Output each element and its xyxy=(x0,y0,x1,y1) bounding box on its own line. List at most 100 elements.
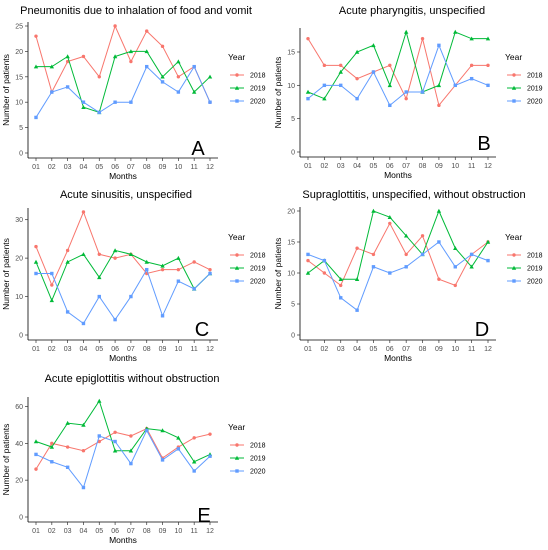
y-tick-label: 0 xyxy=(291,333,295,340)
chart-title: Supraglottitis, unspecified, without obs… xyxy=(302,189,525,201)
data-point xyxy=(112,54,118,59)
data-point xyxy=(176,435,181,440)
y-tick-label: 60 xyxy=(15,404,23,411)
data-point xyxy=(355,308,359,312)
legend-marker xyxy=(512,279,516,283)
data-point xyxy=(160,458,165,462)
y-tick-label: 10 xyxy=(287,271,295,278)
data-point xyxy=(322,258,327,263)
legend-marker xyxy=(512,73,516,77)
legend-label: 2018 xyxy=(250,73,266,80)
x-tick-label: 08 xyxy=(143,164,151,171)
data-point xyxy=(371,208,376,213)
y-tick-label: 5 xyxy=(291,116,295,123)
x-tick-label: 03 xyxy=(64,164,72,171)
x-tick-label: 10 xyxy=(451,163,459,170)
data-point xyxy=(144,259,149,264)
data-point xyxy=(339,283,343,288)
x-tick-label: 01 xyxy=(304,346,312,353)
legend-label: 2020 xyxy=(527,279,543,286)
data-point xyxy=(97,294,101,299)
data-point xyxy=(176,447,181,451)
x-tick-label: 09 xyxy=(435,163,443,170)
data-point xyxy=(160,44,165,49)
data-point xyxy=(145,428,149,433)
data-point xyxy=(113,100,117,104)
panel-letter: C xyxy=(195,319,209,341)
data-point xyxy=(129,294,133,299)
series-line-2018 xyxy=(35,24,211,103)
data-point xyxy=(403,29,409,34)
data-point xyxy=(388,103,392,108)
x-axis-label: Months xyxy=(384,170,412,180)
data-point xyxy=(371,70,376,74)
y-tick-label: 25 xyxy=(15,24,23,31)
data-point xyxy=(49,298,55,303)
x-tick-label: 02 xyxy=(320,346,328,353)
data-point xyxy=(453,83,457,88)
chart-title: Acute epiglottitis without obstruction xyxy=(45,373,220,385)
y-tick-label: 10 xyxy=(15,294,23,301)
data-point xyxy=(404,90,408,94)
legend-label: 2020 xyxy=(250,469,266,476)
y-tick-label: 40 xyxy=(15,441,23,448)
data-point xyxy=(339,296,343,300)
data-point xyxy=(437,103,441,108)
legend-label: 2018 xyxy=(527,73,543,80)
x-tick-label: 06 xyxy=(111,346,119,353)
y-axis-label: Number of patients xyxy=(273,238,283,310)
series-line-2019 xyxy=(36,50,211,113)
data-point xyxy=(97,434,101,438)
x-tick-label: 06 xyxy=(386,163,394,170)
x-tick-label: 01 xyxy=(32,346,40,353)
x-tick-label: 02 xyxy=(320,163,328,170)
data-point xyxy=(129,434,133,438)
x-tick-label: 01 xyxy=(32,528,40,535)
y-axis-label: Number of patients xyxy=(1,238,11,310)
x-tick-label: 11 xyxy=(468,346,475,353)
x-axis-label: Months xyxy=(109,171,137,181)
data-point xyxy=(34,115,38,120)
chart-panel-a: Pneumonitis due to inhalation of food an… xyxy=(1,5,266,181)
data-point xyxy=(192,436,196,440)
series-line-2018 xyxy=(307,222,489,287)
y-tick-label: 20 xyxy=(15,478,23,485)
chart-title: Pneumonitis due to inhalation of food an… xyxy=(20,5,252,17)
legend-title: Year xyxy=(228,232,245,242)
data-point xyxy=(485,239,491,244)
legend: Year 2018 2019 2020 xyxy=(228,422,266,476)
data-point xyxy=(128,49,134,54)
x-tick-label: 02 xyxy=(48,346,56,353)
data-point xyxy=(486,83,490,88)
legend-label: 2020 xyxy=(527,99,543,106)
series-2018 xyxy=(34,210,212,287)
data-point xyxy=(160,263,165,268)
data-point xyxy=(192,260,196,264)
data-point xyxy=(160,428,165,433)
data-point xyxy=(453,265,457,269)
data-point xyxy=(355,76,359,81)
series-2020 xyxy=(34,428,212,490)
data-point xyxy=(192,64,196,69)
data-point xyxy=(208,432,212,436)
data-point xyxy=(49,444,55,449)
data-point xyxy=(33,64,39,69)
x-tick-label: 06 xyxy=(111,528,119,535)
series-line-2019 xyxy=(307,30,488,100)
data-point xyxy=(97,75,101,79)
data-point xyxy=(388,221,392,226)
x-tick-label: 03 xyxy=(337,163,345,170)
data-point xyxy=(420,90,425,94)
data-point xyxy=(65,445,70,449)
data-point xyxy=(81,54,86,59)
y-tick-label: 20 xyxy=(287,209,295,216)
x-tick-label: 01 xyxy=(304,163,312,170)
data-point xyxy=(453,246,458,250)
data-point xyxy=(160,267,165,272)
y-axis-label: Number of patients xyxy=(273,57,283,129)
legend: Year 2018 2019 2020 xyxy=(228,232,266,286)
x-tick-label: 08 xyxy=(419,163,427,170)
data-point xyxy=(112,248,118,253)
data-point xyxy=(49,64,55,69)
